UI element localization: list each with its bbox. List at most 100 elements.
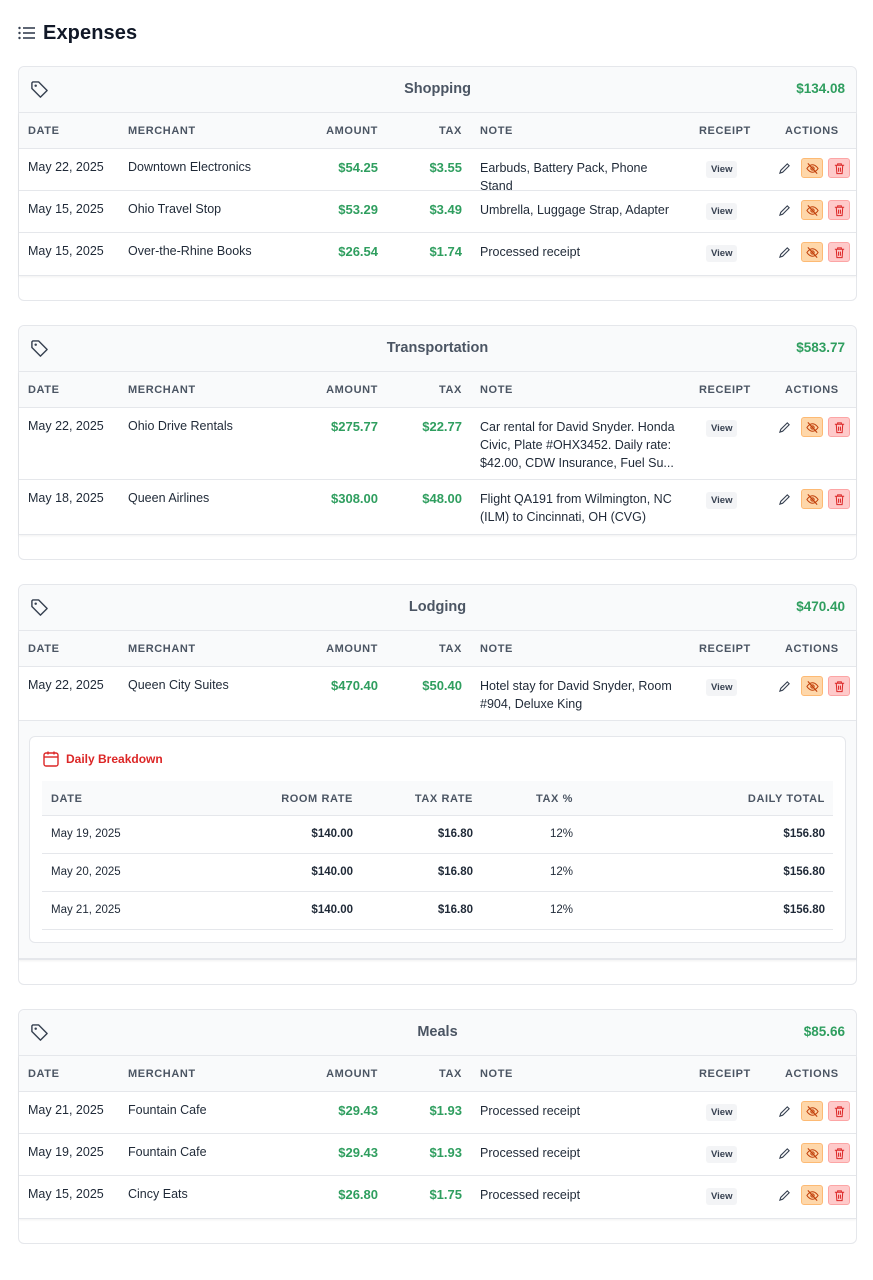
row-note: Hotel stay for David Snyder, Room #904, … xyxy=(480,679,672,711)
group-title: Shopping xyxy=(404,81,471,97)
delete-button[interactable] xyxy=(828,489,850,509)
delete-button[interactable] xyxy=(828,200,850,220)
group-title: Transportation xyxy=(386,340,489,356)
b-date: May 19, 2025 xyxy=(51,828,121,840)
tag-icon xyxy=(31,81,48,98)
expense-table: DATE MERCHANT AMOUNT TAX NOTE RECEIPT AC… xyxy=(19,372,856,535)
delete-button[interactable] xyxy=(828,417,850,437)
row-amount: $29.43 xyxy=(338,1145,378,1160)
edit-button[interactable] xyxy=(773,1101,795,1121)
hide-button[interactable] xyxy=(801,242,823,262)
delete-button[interactable] xyxy=(828,158,850,178)
table-row: May 15, 2025 Cincy Eats $26.80 $1.75 Pro… xyxy=(19,1176,856,1218)
row-amount: $26.80 xyxy=(338,1187,378,1202)
trash-icon xyxy=(834,204,844,216)
hide-button[interactable] xyxy=(801,158,823,178)
group-footer xyxy=(19,1219,856,1243)
hide-button[interactable] xyxy=(801,1143,823,1163)
row-merchant: Fountain Cafe xyxy=(128,1145,207,1159)
edit-button[interactable] xyxy=(773,1185,795,1205)
edit-button[interactable] xyxy=(773,1143,795,1163)
view-receipt-button[interactable]: View xyxy=(706,1104,738,1121)
breakdown-table-header: DATE ROOM RATE TAX RATE TAX % DAILY TOTA… xyxy=(42,781,833,816)
hide-button[interactable] xyxy=(801,1185,823,1205)
hide-button[interactable] xyxy=(801,1101,823,1121)
row-note: Flight QA191 from Wilmington, NC (ILM) t… xyxy=(480,492,672,524)
breakdown-header: Daily Breakdown xyxy=(42,749,833,769)
table-header: DATE MERCHANT AMOUNT TAX NOTE RECEIPT AC… xyxy=(19,631,856,667)
row-merchant: Ohio Travel Stop xyxy=(128,202,222,216)
row-date: May 15, 2025 xyxy=(28,244,104,258)
b-room-rate: $140.00 xyxy=(311,828,353,840)
trash-icon xyxy=(834,162,844,174)
b-room-rate: $140.00 xyxy=(311,866,353,878)
tag-icon xyxy=(31,599,48,616)
view-receipt-button[interactable]: View xyxy=(706,203,738,220)
trash-icon xyxy=(834,421,844,433)
edit-button[interactable] xyxy=(773,200,795,220)
row-tax: $48.00 xyxy=(422,491,462,506)
pencil-icon xyxy=(778,204,790,216)
group-header: Transportation $583.77 xyxy=(19,326,856,372)
pencil-icon xyxy=(778,1147,790,1159)
view-receipt-button[interactable]: View xyxy=(706,161,738,178)
expense-group-transportation: Transportation $583.77 DATE MERCHANT AMO… xyxy=(18,325,857,560)
row-note: Umbrella, Luggage Strap, Adapter xyxy=(480,203,670,217)
row-date: May 15, 2025 xyxy=(28,202,104,216)
col-actions: ACTIONS xyxy=(785,643,839,655)
view-receipt-button[interactable]: View xyxy=(706,245,738,262)
b-daily-total: $156.80 xyxy=(783,828,825,840)
col-date: DATE xyxy=(28,1068,60,1080)
delete-button[interactable] xyxy=(828,1101,850,1121)
row-merchant: Queen City Suites xyxy=(128,678,229,692)
row-date: May 22, 2025 xyxy=(28,678,104,692)
delete-button[interactable] xyxy=(828,242,850,262)
col-tax: TAX xyxy=(439,1068,462,1080)
row-date: May 22, 2025 xyxy=(28,419,104,433)
expense-table: DATE MERCHANT AMOUNT TAX NOTE RECEIPT AC… xyxy=(19,631,856,960)
view-receipt-button[interactable]: View xyxy=(706,420,738,437)
view-receipt-button[interactable]: View xyxy=(706,679,738,696)
row-amount: $54.25 xyxy=(338,160,378,175)
row-note: Car rental for David Snyder. Honda Civic… xyxy=(480,420,675,470)
col-actions: ACTIONS xyxy=(785,125,839,137)
col-merchant: MERCHANT xyxy=(128,1068,196,1080)
row-tax: $1.93 xyxy=(429,1103,462,1118)
row-tax: $22.77 xyxy=(422,419,462,434)
breakdown-title: Daily Breakdown xyxy=(66,752,163,766)
group-total: $85.66 xyxy=(803,1024,845,1039)
edit-button[interactable] xyxy=(773,158,795,178)
edit-button[interactable] xyxy=(773,417,795,437)
view-receipt-button[interactable]: View xyxy=(706,492,738,509)
view-receipt-button[interactable]: View xyxy=(706,1146,738,1163)
breakdown-row: May 20, 2025 $140.00 $16.80 12% $156.80 xyxy=(42,854,833,892)
hide-button[interactable] xyxy=(801,676,823,696)
bcol-date: DATE xyxy=(51,793,83,805)
pencil-icon xyxy=(778,493,790,505)
view-receipt-button[interactable]: View xyxy=(706,1188,738,1205)
b-tax-rate: $16.80 xyxy=(437,828,473,840)
row-date: May 21, 2025 xyxy=(28,1103,104,1117)
delete-button[interactable] xyxy=(828,1143,850,1163)
edit-button[interactable] xyxy=(773,242,795,262)
b-tax-rate: $16.80 xyxy=(437,904,473,916)
hide-button[interactable] xyxy=(801,489,823,509)
col-actions: ACTIONS xyxy=(785,1068,839,1080)
table-row: May 22, 2025 Queen City Suites $470.40 $… xyxy=(19,667,856,721)
b-tax-pct: 12% xyxy=(549,828,573,840)
edit-button[interactable] xyxy=(773,489,795,509)
expense-group-shopping: Shopping $134.08 DATE MERCHANT AMOUNT TA… xyxy=(18,66,857,301)
table-row: May 22, 2025 Ohio Drive Rentals $275.77 … xyxy=(19,408,856,480)
table-header: DATE MERCHANT AMOUNT TAX NOTE RECEIPT AC… xyxy=(19,113,856,149)
edit-button[interactable] xyxy=(773,676,795,696)
hide-button[interactable] xyxy=(801,200,823,220)
row-tax: $3.49 xyxy=(429,202,462,217)
b-date: May 20, 2025 xyxy=(51,866,121,878)
hide-button[interactable] xyxy=(801,417,823,437)
row-merchant: Over-the-Rhine Books xyxy=(128,244,252,258)
delete-button[interactable] xyxy=(828,676,850,696)
pencil-icon xyxy=(778,1105,790,1117)
row-note: Processed receipt xyxy=(480,1146,581,1160)
delete-button[interactable] xyxy=(828,1185,850,1205)
breakdown-section: Daily Breakdown DATE ROOM RATE TAX RATE … xyxy=(19,721,856,959)
